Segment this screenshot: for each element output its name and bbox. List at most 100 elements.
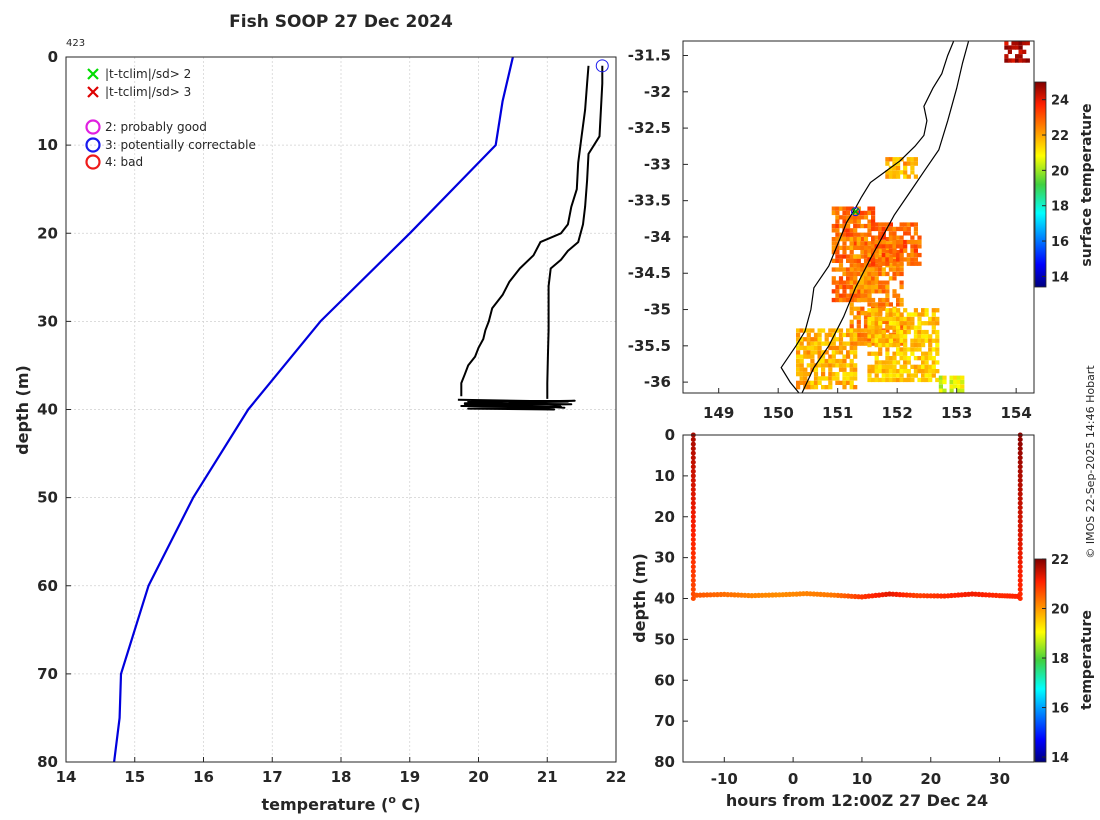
sst-cell [849, 376, 854, 381]
sst-cell [892, 377, 897, 383]
sst-cell [871, 284, 876, 290]
sst-cell [871, 369, 876, 374]
sst-cell [913, 325, 918, 330]
sst-cell [896, 165, 901, 171]
sst-cell [903, 321, 908, 326]
sst-cell [860, 210, 865, 216]
sst-cell [913, 342, 918, 348]
sst-cell [817, 354, 822, 359]
sst-cell [928, 338, 933, 343]
sst-cell [906, 347, 911, 352]
sst-cell [817, 350, 822, 355]
sst-cell [860, 250, 865, 255]
sst-cell [867, 276, 872, 281]
sst-cell [885, 250, 890, 255]
sst-cell [903, 369, 908, 374]
time-depth-colorbar [1034, 558, 1047, 763]
sst-cell [806, 380, 811, 385]
sst-cell [906, 174, 911, 179]
sst-cell [860, 337, 865, 342]
sst-cell [796, 367, 801, 372]
sst-cell [899, 369, 904, 374]
sst-cell [910, 312, 915, 317]
sst-cell [856, 289, 861, 294]
time-depth-colorbar-tick-label: 22 [1051, 553, 1069, 568]
sst-cell [1015, 58, 1020, 63]
sst-cell [846, 245, 851, 250]
sst-cell [928, 321, 933, 326]
descent-point [690, 437, 696, 443]
sst-cell [910, 222, 915, 227]
sst-cell [928, 377, 933, 383]
sst-cell [917, 338, 922, 343]
sst-cell [853, 254, 858, 259]
sst-cell [921, 364, 926, 369]
descent-point [690, 577, 696, 583]
sst-cell [928, 334, 933, 339]
map-x-tick-label: 150 [763, 404, 794, 422]
sst-cell [817, 363, 822, 368]
sst-cell [878, 271, 883, 277]
descent-point [690, 564, 696, 570]
sst-cell [921, 321, 926, 326]
sst-cell [838, 328, 844, 333]
sst-cell [885, 356, 890, 361]
sst-cell [867, 241, 872, 246]
map-y-tick-label: -33.5 [628, 192, 671, 210]
sst-cell [849, 358, 854, 364]
sst-cell [878, 377, 883, 383]
sst-cell [849, 289, 854, 294]
sst-cell [842, 254, 847, 259]
sst-cell [896, 250, 901, 255]
sst-cell [842, 210, 847, 216]
sst-cell [874, 252, 879, 258]
sst-cell [828, 367, 833, 372]
sst-cell [896, 267, 901, 272]
sst-cell [899, 329, 904, 335]
sst-cell [899, 324, 904, 329]
sst-cell [867, 267, 872, 272]
sst-cell [846, 271, 851, 277]
sst-cell [842, 367, 847, 372]
sst-cell [910, 373, 915, 378]
sst-cell [853, 345, 858, 351]
sst-cell [838, 380, 844, 385]
sst-cell [803, 345, 808, 351]
profile-x-ticks: 14 15 16 17 18 19 20 21 22 [56, 757, 626, 786]
sst-cell [892, 174, 897, 179]
sst-cell [846, 254, 851, 259]
sst-cell [896, 302, 901, 307]
sst-cell [810, 380, 815, 385]
sst-cell [838, 245, 844, 250]
sst-cell [878, 334, 883, 339]
sst-cell [842, 228, 847, 233]
sst-cell [813, 376, 819, 381]
descent-point [690, 523, 696, 529]
sst-cell [910, 316, 915, 322]
sst-cell [796, 337, 801, 342]
sst-cell [896, 263, 901, 268]
sst-cell [903, 351, 908, 356]
sst-cell [810, 385, 815, 390]
sst-cell [888, 263, 893, 268]
sst-cell [831, 350, 836, 355]
sst-cell [806, 337, 811, 342]
sst-cell [856, 219, 861, 224]
descent-point [690, 450, 696, 456]
legend-circle-marker [85, 119, 101, 135]
sst-cell [853, 284, 858, 290]
map-colorbar-tick-label: 20 [1051, 164, 1069, 179]
time-depth-y-tick-label: 80 [654, 753, 675, 771]
sst-cell [921, 329, 926, 335]
descent-point [690, 596, 696, 601]
time-depth-frame [682, 434, 1035, 763]
sst-cell [853, 315, 858, 320]
sst-cell [917, 321, 922, 326]
sst-cell [892, 364, 897, 369]
sst-cell [888, 360, 893, 365]
sst-cell [871, 334, 876, 339]
sst-cell [931, 373, 936, 378]
profile-x-tick-label: 16 [193, 768, 214, 786]
ascent-point [1017, 573, 1023, 579]
sst-cell [863, 210, 869, 216]
